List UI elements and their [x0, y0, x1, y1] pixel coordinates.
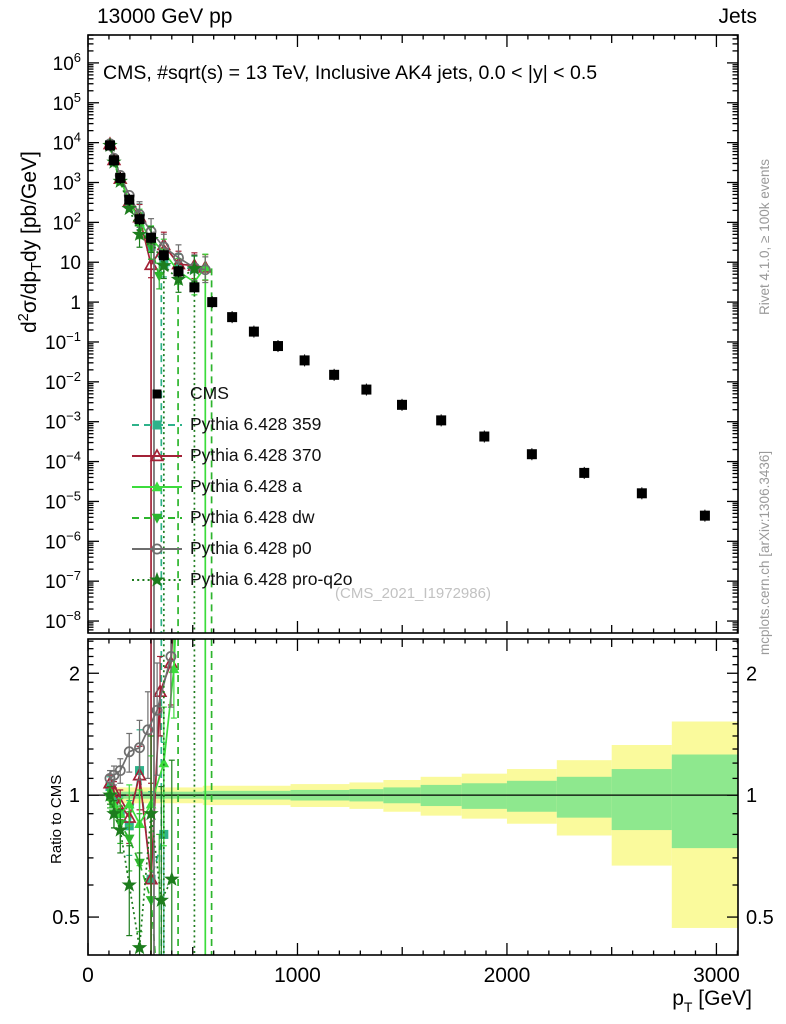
generator-version-note: Rivet 4.1.0, ≥ 100k events — [757, 159, 772, 315]
legend-item: Pythia 6.428 dw — [130, 502, 352, 533]
svg-text:104: 104 — [53, 130, 81, 155]
svg-text:0.5: 0.5 — [52, 907, 80, 929]
svg-text:pT [GeV]: pT [GeV] — [672, 987, 752, 1015]
legend-item-label: Pythia 6.428 p0 — [190, 538, 312, 558]
svg-text:1000: 1000 — [274, 964, 321, 987]
svg-text:10−1: 10−1 — [45, 329, 81, 354]
main-series — [102, 136, 213, 633]
svg-text:2: 2 — [69, 663, 80, 685]
svg-text:10−3: 10−3 — [45, 409, 81, 434]
svg-text:10−6: 10−6 — [45, 528, 81, 553]
legend-item-label: Pythia 6.428 a — [190, 476, 302, 496]
svg-text:105: 105 — [53, 90, 81, 115]
legend-item: Pythia 6.428 370 — [130, 440, 352, 471]
legend-item-label: CMS — [190, 383, 229, 403]
svg-text:3000: 3000 — [693, 964, 740, 987]
legend-item: Pythia 6.428 p0 — [130, 533, 352, 564]
legend-marker-icon — [132, 543, 182, 554]
legend-item: Pythia 6.428 359 — [130, 409, 352, 440]
frames — [87, 34, 739, 956]
ratio-series — [102, 639, 213, 955]
svg-text:2000: 2000 — [484, 964, 531, 987]
legend-item: Pythia 6.428 pro-q2o — [130, 564, 352, 595]
legend-marker-icon — [132, 420, 182, 429]
legend: CMS Pythia 6.428 359 Pythia 6.428 370 Pythi… — [130, 378, 352, 595]
svg-text:0: 0 — [82, 964, 94, 987]
main-y-axis-label: d2σ/dpTdy [pb/GeV] — [16, 151, 46, 333]
legend-item: CMS — [130, 378, 352, 409]
svg-text:2: 2 — [746, 663, 757, 685]
svg-text:1: 1 — [746, 785, 757, 807]
svg-text:10−4: 10−4 — [45, 449, 81, 474]
svg-text:10: 10 — [60, 253, 81, 274]
svg-text:106: 106 — [53, 50, 81, 75]
legend-item-label: Pythia 6.428 370 — [190, 445, 322, 465]
svg-text:0.5: 0.5 — [746, 907, 774, 929]
legend-marker-icon — [132, 571, 182, 587]
analysis-group-title: Jets — [718, 5, 757, 28]
legend-marker-icon — [132, 480, 182, 491]
legend-item-label: Pythia 6.428 pro-q2o — [190, 569, 353, 589]
uncertainty-bands — [88, 721, 738, 928]
svg-text:1: 1 — [70, 293, 81, 314]
plot-annotation: CMS, #sqrt(s) = 13 TeV, Inclusive AK4 je… — [103, 62, 598, 84]
svg-text:1: 1 — [69, 785, 80, 807]
svg-text:10−5: 10−5 — [45, 488, 81, 513]
legend-item-label: Pythia 6.428 359 — [190, 414, 322, 434]
axes-ticks: 10−810−710−610−510−410−310−210−111010210… — [45, 34, 774, 1015]
svg-text:102: 102 — [53, 209, 81, 234]
svg-text:10−2: 10−2 — [45, 369, 81, 394]
svg-text:103: 103 — [53, 170, 81, 195]
legend-item: Pythia 6.428 a — [130, 471, 352, 502]
cms-data-points — [104, 139, 710, 522]
analysis-id-watermark: (CMS_2021_I1972986) — [335, 585, 491, 602]
legend-marker-icon — [152, 389, 162, 398]
legend-item-label: Pythia 6.428 dw — [190, 507, 315, 527]
beam-title: 13000 GeV pp — [97, 5, 233, 28]
legend-marker-icon — [132, 447, 182, 461]
mcplots-credit-note: mcplots.cern.ch [arXiv:1306.3436] — [757, 450, 772, 655]
svg-text:10−7: 10−7 — [45, 568, 81, 593]
ratio-y-axis-label: Ratio to CMS — [48, 774, 65, 864]
legend-marker-icon — [132, 513, 182, 524]
svg-text:10−8: 10−8 — [45, 608, 81, 633]
